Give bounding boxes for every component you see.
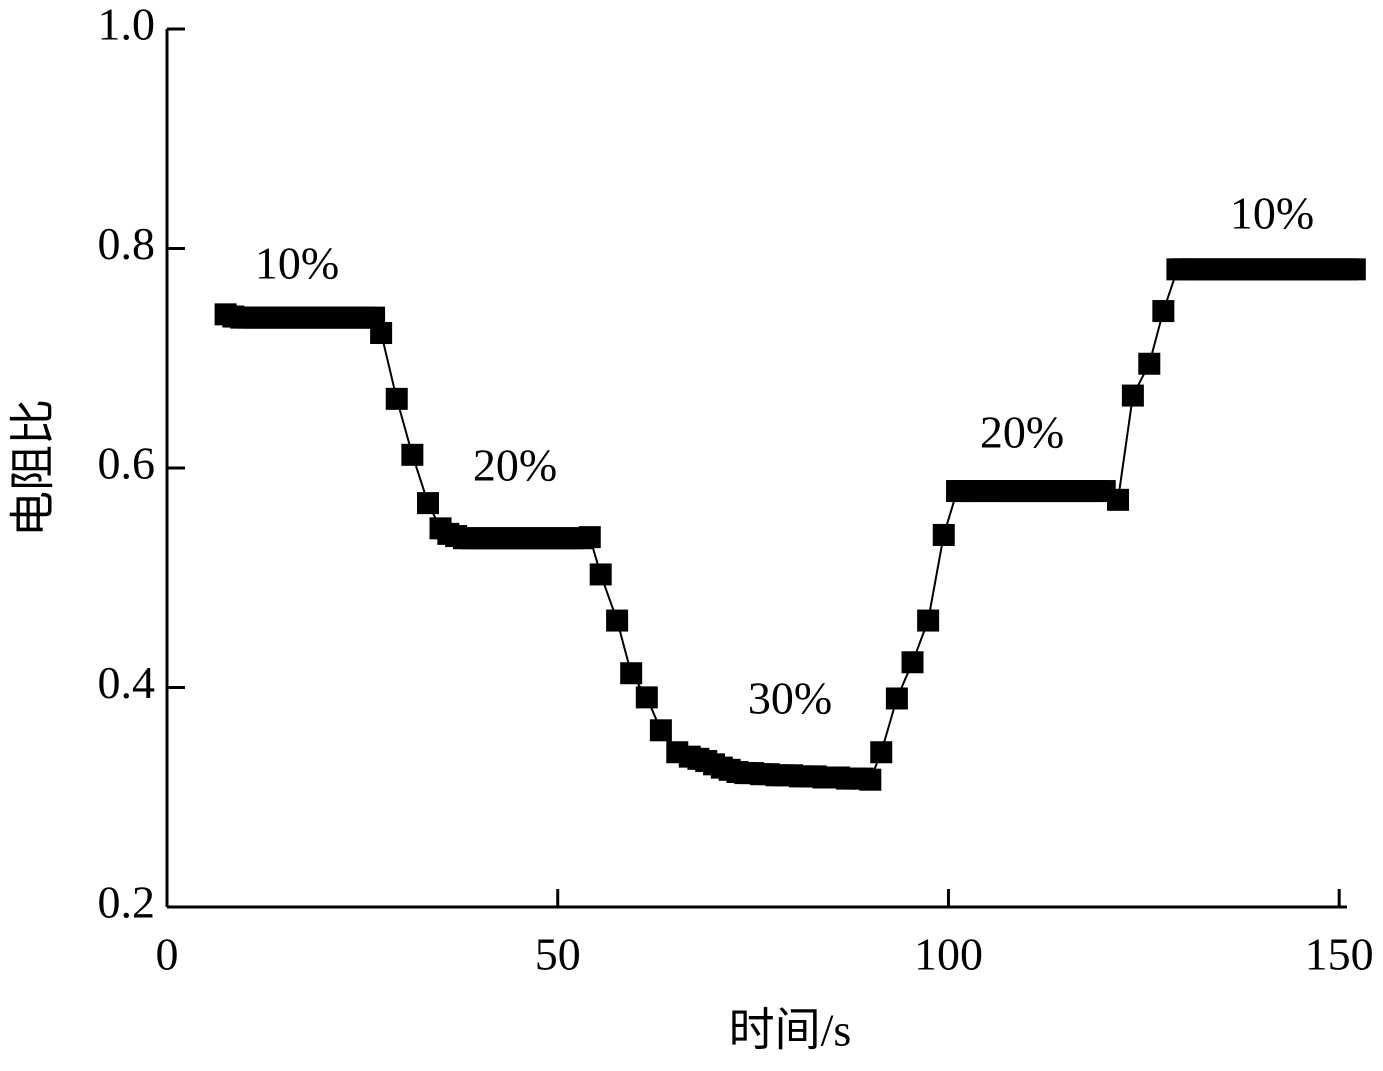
data-point <box>635 686 658 709</box>
data-point <box>1343 258 1366 281</box>
y-axis-label: 电阻比 <box>8 399 59 537</box>
annotation: 30% <box>748 673 832 724</box>
annotation: 10% <box>255 238 339 289</box>
x-tick-label: 150 <box>1305 929 1374 980</box>
data-point <box>649 719 672 742</box>
x-tick-label: 0 <box>156 929 179 980</box>
data-point <box>401 443 424 466</box>
data-point <box>932 523 955 546</box>
x-axis-label: 时间/s <box>729 1005 852 1056</box>
data-point <box>620 662 643 685</box>
data-point <box>1121 384 1144 407</box>
data-point <box>1138 352 1161 375</box>
data-point <box>1107 488 1130 511</box>
data-point <box>901 651 924 674</box>
data-point <box>370 322 393 345</box>
data-point <box>870 741 893 764</box>
annotation: 20% <box>473 440 557 491</box>
y-tick-label: 0.2 <box>98 877 156 928</box>
data-point <box>589 563 612 586</box>
data-point <box>885 687 908 710</box>
data-point <box>385 387 408 410</box>
data-point <box>417 492 440 515</box>
x-tick-label: 100 <box>914 929 983 980</box>
annotation: 20% <box>980 407 1064 458</box>
y-tick-label: 0.4 <box>98 657 156 708</box>
y-tick-label: 1.0 <box>98 0 156 50</box>
data-point <box>578 526 601 549</box>
data-point <box>606 609 629 632</box>
y-tick-label: 0.8 <box>98 218 156 269</box>
y-tick-label: 0.6 <box>98 438 156 489</box>
data-point <box>1152 300 1175 323</box>
annotation: 10% <box>1230 188 1314 239</box>
data-point <box>917 609 940 632</box>
x-tick-label: 50 <box>535 929 581 980</box>
data-point <box>859 768 882 791</box>
